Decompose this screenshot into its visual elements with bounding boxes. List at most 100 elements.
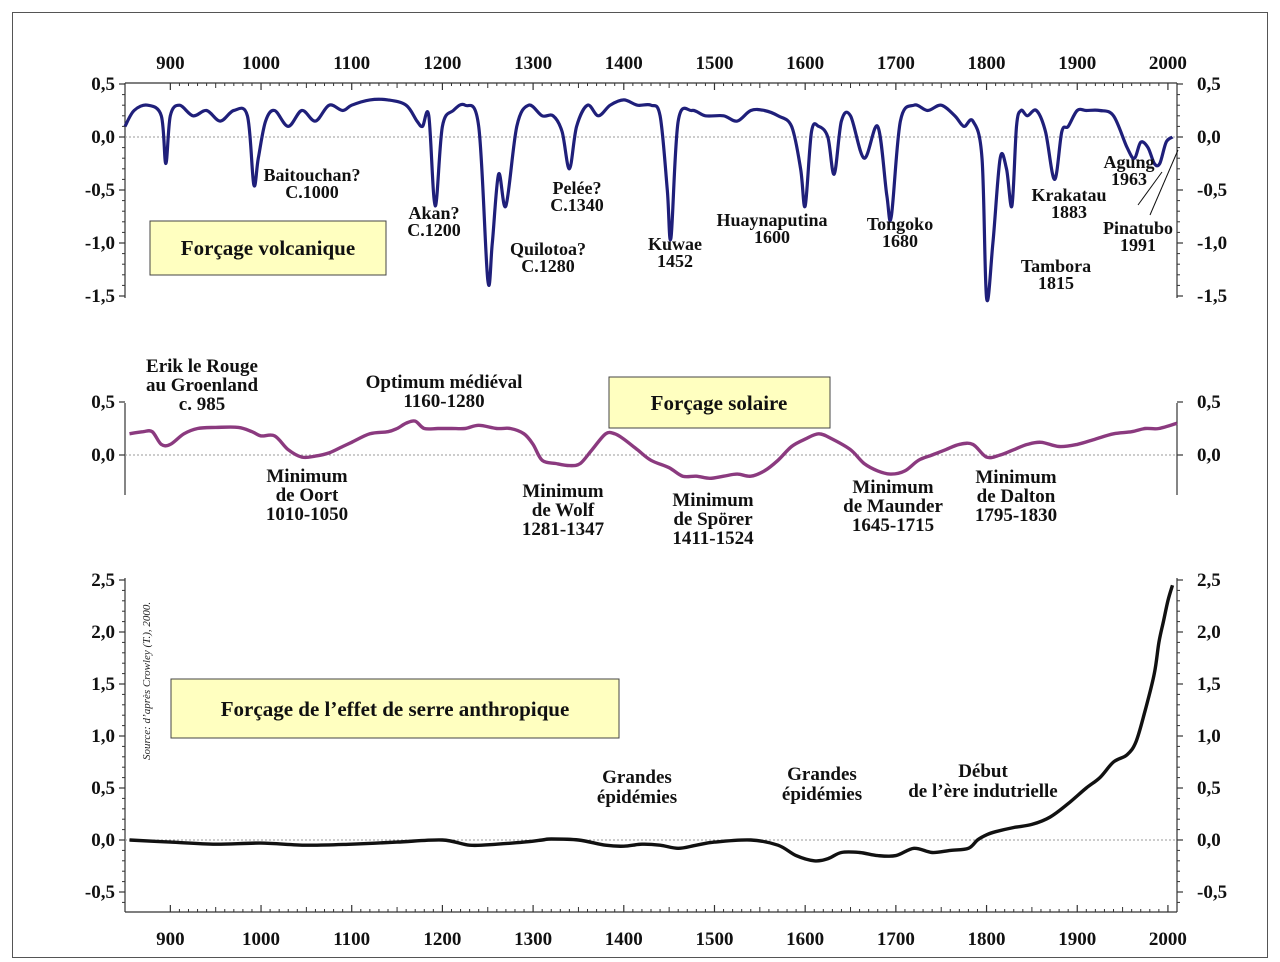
annotation-line: C.1200: [407, 220, 461, 240]
annotation-line: Krakatau: [1031, 185, 1106, 205]
annotation-line: de Oort: [276, 485, 339, 506]
annotation-label: Pinatubo 1991: [1103, 218, 1173, 255]
annotation-line: 1991: [1120, 235, 1156, 255]
annotation-line: Minimum: [852, 477, 933, 498]
annotation-label: Tongoko 1680: [867, 214, 933, 251]
annotation-label: Akan? C.1200: [407, 203, 461, 240]
annotation-label: Pelée? C.1340: [550, 178, 604, 215]
y-tick-label-right: -0,5: [1197, 180, 1227, 201]
x-tick-label: 1900: [1058, 929, 1096, 950]
annotation-line: Tambora: [1021, 256, 1091, 276]
annotation-line: Erik le Rouge: [146, 356, 258, 377]
y-tick-label-right: 0,0: [1197, 830, 1221, 851]
annotation-line: Grandes: [602, 767, 672, 788]
x-tick-label: 1300: [514, 53, 552, 74]
annotation-line: 1883: [1051, 202, 1087, 222]
annotation-line: de l’ère indutrielle: [908, 781, 1058, 802]
anthro-legend-box: Forçage de l’effet de serre anthropique: [170, 678, 620, 739]
volcanic-panel-title: Forçage volcanique: [181, 236, 355, 260]
solar-series-line: [129, 419, 1178, 480]
annotation-line: au Groenland: [146, 375, 259, 396]
pinatubo-leader-line: [1149, 149, 1179, 216]
anthropogenic-panel: 2,5 2,5 2,0 2,0 1,5 1,5 1,0 1,0 0,5 0,5 0,0 0,0 -0,5…: [85, 570, 1227, 950]
annotation-line: 1963: [1111, 169, 1147, 189]
y-tick-label-left: -0,5: [85, 180, 115, 201]
annotation-label: Agung 1963: [1103, 152, 1154, 189]
annotation-line: Agung: [1103, 152, 1154, 172]
x-tick-label: 1500: [695, 53, 733, 74]
y-tick-label-left: -1,0: [85, 233, 115, 254]
annotation-line: 1452: [657, 251, 693, 271]
annotation-line: Baitouchan?: [263, 165, 360, 185]
annotation-label: Baitouchan? C.1000: [263, 165, 360, 202]
x-tick-label: 1700: [877, 929, 915, 950]
y-tick-label-left: 1,0: [91, 726, 115, 747]
annotation-line: épidémies: [597, 787, 677, 808]
y-tick-label-left: -0,5: [85, 882, 115, 903]
annotation-line: Minimum: [975, 467, 1056, 488]
annotation-line: Akan?: [408, 203, 459, 223]
y-tick-label-left: 2,0: [91, 622, 115, 643]
y-tick-label-right: 0,0: [1197, 445, 1221, 466]
annotation-label: Minimum de Spörer 1411-1524: [672, 490, 754, 549]
x-tick-label: 1300: [514, 929, 552, 950]
y-tick-label-left: 0,0: [91, 445, 115, 466]
x-tick-label: 1100: [333, 53, 370, 74]
y-tick-label-right: 0,5: [1197, 74, 1221, 95]
solar-panel: 0,5 0,5 0,0 0,0 Forçage solaire Erik le Rou…: [91, 356, 1221, 549]
y-tick-label-right: 0,5: [1197, 778, 1221, 799]
y-tick-label-left: 0,5: [91, 778, 115, 799]
annotation-line: 1281-1347: [522, 519, 605, 540]
y-tick-label-right: 1,5: [1197, 674, 1221, 695]
annotation-line: 1795-1830: [975, 505, 1057, 526]
annotation-label: Minimum de Dalton 1795-1830: [975, 467, 1057, 526]
annotation-line: 1815: [1038, 273, 1074, 293]
y-tick-label-right: 0,5: [1197, 392, 1221, 413]
anthro-panel-title: Forçage de l’effet de serre anthropique: [221, 697, 570, 721]
x-tick-label: 1400: [605, 929, 643, 950]
x-tick-label: 1900: [1058, 53, 1096, 74]
y-tick-label-right: 1,0: [1197, 726, 1221, 747]
annotation-line: Quilotoa?: [510, 239, 586, 259]
y-tick-label-left: 0,0: [91, 830, 115, 851]
x-tick-label: 1800: [968, 53, 1006, 74]
annotation-line: Minimum: [266, 466, 347, 487]
annotation-label: Grandes épidémies: [597, 767, 677, 808]
x-tick-label: 1600: [786, 929, 824, 950]
source-note: Source: d’après Crowley (T.), 2000.: [141, 602, 153, 760]
annotation-label: Kuwae 1452: [648, 234, 702, 271]
annotation-line: C.1280: [521, 256, 575, 276]
annotation-line: Huaynaputina: [716, 210, 827, 230]
y-tick-label-right: 2,0: [1197, 622, 1221, 643]
volcanic-legend-box: Forçage volcanique: [149, 220, 387, 276]
annotation-line: Optimum médiéval: [366, 372, 523, 393]
y-tick-label-left: 0,5: [91, 74, 115, 95]
annotation-label: Minimum de Maunder 1645-1715: [843, 477, 943, 536]
y-tick-label-left: 0,0: [91, 127, 115, 148]
annotation-line: c. 985: [179, 394, 225, 415]
annotation-line: 1680: [882, 231, 918, 251]
annotation-label: Quilotoa? C.1280: [510, 239, 586, 276]
y-tick-label-right: -1,0: [1197, 233, 1227, 254]
y-tick-label-left: 2,5: [91, 570, 115, 591]
annotation-line: épidémies: [782, 784, 862, 805]
annotation-line: Minimum: [672, 490, 753, 511]
x-tick-label: 1400: [605, 53, 643, 74]
annotation-label: Minimum de Oort 1010-1050: [266, 466, 348, 525]
annotation-label: Tambora 1815: [1021, 256, 1091, 293]
agung-leader-line: [1137, 171, 1163, 206]
annotation-line: 1411-1524: [672, 528, 754, 549]
annotation-line: Grandes: [787, 764, 857, 785]
annotation-line: C.1340: [550, 195, 604, 215]
annotation-label: Optimum médiéval 1160-1280: [366, 372, 523, 412]
annotation-label: Début de l’ère indutrielle: [908, 761, 1058, 802]
solar-legend-box: Forçage solaire: [608, 376, 831, 429]
annotation-line: Pinatubo: [1103, 218, 1173, 238]
annotation-line: 1010-1050: [266, 504, 348, 525]
volcanic-panel: 0,5 0,5 0,0 0,0 -0,5 -0,5 -1,0 -1,0 -1,5 -1,5 900 1…: [85, 53, 1227, 307]
y-tick-label-left: -1,5: [85, 286, 115, 307]
x-tick-label: 900: [156, 53, 185, 74]
annotation-line: de Dalton: [977, 486, 1056, 507]
anthropogenic-series-line: [129, 584, 1175, 863]
